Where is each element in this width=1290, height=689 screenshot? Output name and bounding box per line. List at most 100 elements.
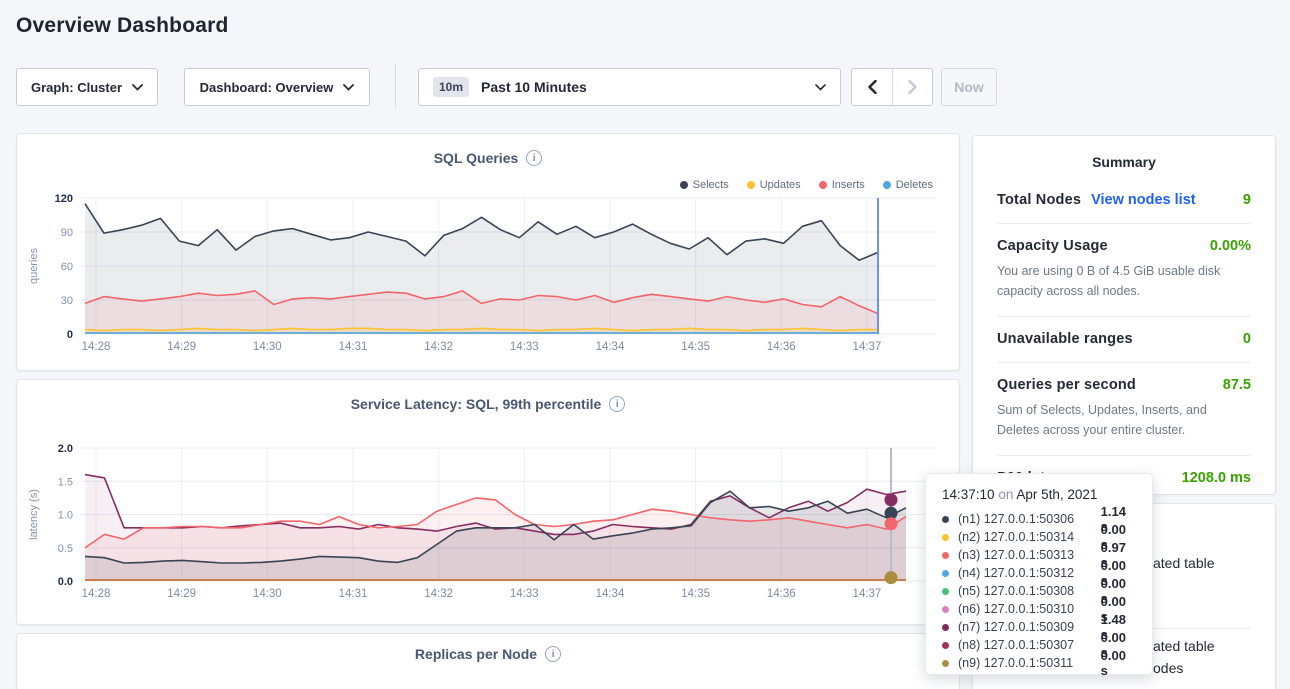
tooltip-series-dot (942, 570, 949, 577)
svg-text:14:31: 14:31 (339, 341, 368, 353)
summary-value: 0 (1243, 331, 1251, 347)
svg-text:14:29: 14:29 (167, 588, 196, 600)
chart-title-text: Replicas per Node (415, 646, 537, 662)
svg-text:14:35: 14:35 (681, 588, 710, 600)
svg-text:14:28: 14:28 (82, 341, 111, 353)
replicas-per-node-title: Replicas per Node i (17, 646, 959, 662)
svg-text:14:33: 14:33 (510, 588, 539, 600)
svg-text:1.5: 1.5 (58, 476, 73, 488)
chart-hover-tooltip: 14:37:10 on Apr 5th, 2021 (n1) 127.0.0.1… (925, 473, 1153, 675)
legend-dot (680, 181, 688, 189)
summary-row-divider (997, 362, 1251, 363)
sql-queries-title: SQL Queries i (17, 150, 959, 166)
sql-queries-legend: Selects Updates Inserts Deletes (680, 179, 933, 191)
service-latency-title: Service Latency: SQL, 99th percentile i (17, 396, 959, 412)
info-icon[interactable]: i (545, 646, 561, 662)
summary-row-divider (997, 455, 1251, 456)
legend-dot (883, 181, 891, 189)
view-nodes-list-link[interactable]: View nodes list (1091, 192, 1196, 208)
summary-value: 87.5 (1223, 377, 1251, 393)
legend-item-deletes: Deletes (883, 179, 933, 191)
tooltip-series-dot (942, 588, 949, 595)
sql-queries-card: SQL Queries i Selects Updates Inserts Delet… (16, 133, 960, 371)
tooltip-row: (n9) 127.0.0.1:503110.00 s (942, 654, 1136, 672)
dashboard-dropdown[interactable]: Dashboard: Overview (184, 68, 370, 106)
legend-dot (819, 181, 827, 189)
legend-label: Deletes (896, 179, 933, 191)
svg-text:14:36: 14:36 (767, 588, 796, 600)
tooltip-node-label: (n6) 127.0.0.1:50310 (958, 602, 1101, 616)
svg-text:14:32: 14:32 (424, 341, 453, 353)
svg-text:14:37: 14:37 (853, 588, 882, 600)
svg-text:14:37: 14:37 (853, 341, 882, 353)
chevron-right-icon (908, 80, 917, 94)
svg-text:14:30: 14:30 (253, 588, 282, 600)
event-text-fragment: odes (1153, 660, 1183, 676)
svg-text:14:29: 14:29 (167, 341, 196, 353)
svg-text:0.5: 0.5 (58, 543, 73, 555)
tooltip-series-dot (942, 660, 949, 667)
service-latency-chart[interactable]: 14:2814:2914:3014:3114:3214:3314:3414:35… (17, 380, 961, 626)
tooltip-series-dot (942, 552, 949, 559)
replicas-per-node-card: Replicas per Node i (16, 633, 960, 689)
chevron-down-icon (132, 84, 143, 91)
now-button[interactable]: Now (941, 68, 997, 106)
tooltip-rows: (n1) 127.0.0.1:503061.14 s(n2) 127.0.0.1… (942, 510, 1136, 672)
service-latency-card: Service Latency: SQL, 99th percentile i … (16, 379, 960, 625)
tooltip-node-label: (n4) 127.0.0.1:50312 (958, 566, 1101, 580)
tooltip-time: 14:37:10 (942, 487, 995, 502)
event-text-fragment: ated table (1153, 555, 1215, 571)
summary-row: Capacity Usage0.00% (997, 238, 1251, 254)
svg-text:90: 90 (61, 227, 73, 239)
tooltip-series-dot (942, 534, 949, 541)
chart-title-text: Service Latency: SQL, 99th percentile (351, 396, 602, 412)
time-range-selector[interactable]: 10m Past 10 Minutes (418, 68, 841, 106)
svg-text:14:34: 14:34 (596, 588, 625, 600)
legend-label: Selects (693, 179, 729, 191)
time-prev-button[interactable] (852, 69, 892, 105)
graph-dropdown[interactable]: Graph: Cluster (16, 68, 158, 106)
summary-row-left: Total NodesView nodes list (997, 192, 1243, 208)
summary-label: Capacity Usage (997, 238, 1108, 254)
summary-panel: Summary Total NodesView nodes list9Capac… (972, 135, 1276, 495)
summary-row-divider (997, 316, 1251, 317)
summary-row-left: Queries per second (997, 377, 1223, 393)
info-icon[interactable]: i (609, 396, 625, 412)
legend-item-selects: Selects (680, 179, 729, 191)
time-range-label: Past 10 Minutes (481, 79, 587, 95)
summary-description: Sum of Selects, Updates, Inserts, and De… (997, 400, 1251, 440)
svg-text:14:36: 14:36 (767, 341, 796, 353)
tooltip-node-label: (n7) 127.0.0.1:50309 (958, 620, 1101, 634)
legend-label: Updates (760, 179, 801, 191)
summary-value: 1208.0 ms (1182, 470, 1251, 486)
toolbar-divider (395, 64, 396, 109)
info-icon[interactable]: i (526, 150, 542, 166)
tooltip-node-label: (n3) 127.0.0.1:50313 (958, 548, 1101, 562)
summary-title: Summary (997, 154, 1251, 170)
tooltip-header: 14:37:10 on Apr 5th, 2021 (942, 487, 1136, 502)
chevron-down-icon (343, 84, 354, 91)
svg-text:1.0: 1.0 (58, 510, 73, 522)
svg-text:60: 60 (61, 261, 73, 273)
tooltip-series-dot (942, 624, 949, 631)
svg-text:14:31: 14:31 (339, 588, 368, 600)
tooltip-date: Apr 5th, 2021 (1016, 487, 1097, 502)
summary-label: Unavailable ranges (997, 331, 1133, 347)
sql-queries-chart[interactable]: 14:2814:2914:3014:3114:3214:3314:3414:35… (17, 134, 961, 372)
dashboard-dropdown-label: Dashboard: Overview (200, 80, 334, 95)
legend-dot (747, 181, 755, 189)
chart-title-text: SQL Queries (434, 150, 519, 166)
svg-text:120: 120 (55, 193, 73, 205)
svg-text:14:32: 14:32 (424, 588, 453, 600)
svg-text:30: 30 (61, 295, 73, 307)
svg-text:latency (s): latency (s) (28, 489, 40, 540)
event-text-fragment: ated table (1153, 638, 1215, 654)
tooltip-on: on (995, 487, 1017, 502)
time-next-button[interactable] (892, 69, 932, 105)
page-title: Overview Dashboard (16, 14, 229, 38)
tooltip-node-label: (n2) 127.0.0.1:50314 (958, 530, 1101, 544)
legend-item-inserts: Inserts (819, 179, 865, 191)
legend-label: Inserts (832, 179, 865, 191)
summary-rows: Total NodesView nodes list9Capacity Usag… (997, 192, 1251, 486)
tooltip-node-label: (n9) 127.0.0.1:50311 (958, 656, 1101, 670)
